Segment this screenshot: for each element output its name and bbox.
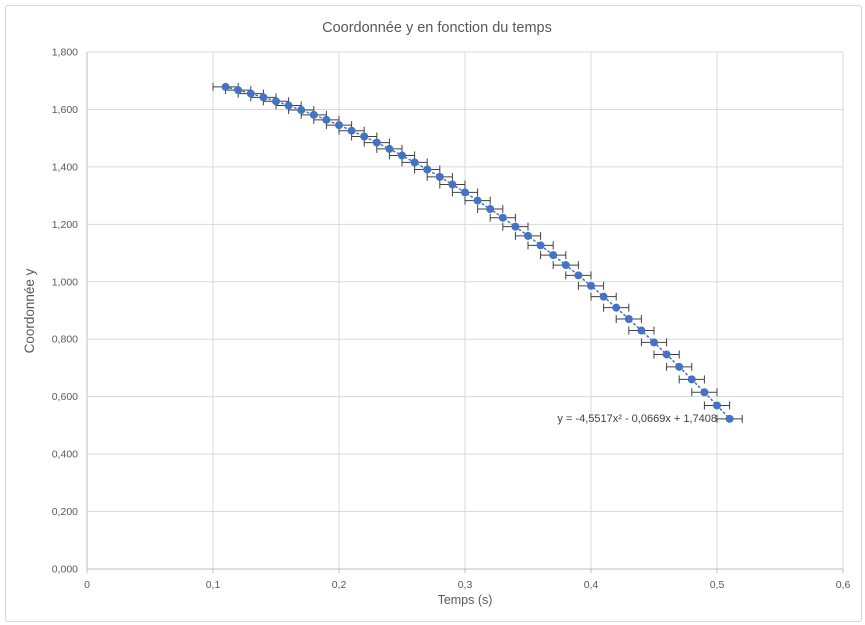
y-tick-label: 1,400 <box>52 161 78 173</box>
data-point <box>347 126 356 135</box>
data-point <box>650 338 658 347</box>
x-tick-label: 0,5 <box>710 579 725 591</box>
data-point <box>713 401 721 410</box>
x-tick-label: 0,6 <box>836 579 851 591</box>
y-tick-label: 0,200 <box>52 506 78 518</box>
data-point <box>322 115 331 124</box>
data-point <box>587 281 595 290</box>
y-tick-label: 0,600 <box>52 391 78 403</box>
data-point <box>234 86 243 95</box>
error-bars <box>212 82 743 423</box>
data-point <box>561 261 570 270</box>
data-point <box>675 362 684 371</box>
data-point <box>612 303 621 312</box>
data-point <box>246 89 255 98</box>
data-point <box>448 180 457 189</box>
data-point <box>549 251 558 260</box>
y-tick-label: 1,800 <box>52 47 78 59</box>
data-point <box>335 121 343 130</box>
x-tick-label: 0 <box>84 579 90 591</box>
data-point <box>536 241 545 250</box>
data-point <box>624 315 633 324</box>
data-point <box>410 158 419 167</box>
x-tick-label: 0,1 <box>206 579 221 591</box>
y-tick-label: 1,600 <box>52 104 78 116</box>
data-point <box>524 231 532 240</box>
data-point <box>372 138 381 147</box>
gridlines <box>87 51 844 569</box>
data-point <box>461 188 469 197</box>
data-point <box>574 271 583 280</box>
x-tick-label: 0,3 <box>458 579 473 591</box>
x-tick-label: 0,2 <box>332 579 347 591</box>
y-axis-title: Coordonnée y <box>22 268 37 353</box>
data-point <box>360 132 369 141</box>
data-point <box>498 213 507 222</box>
data-point <box>259 93 268 102</box>
tick-labels: 0 0,1 0,2 0,3 0,4 0,5 0,6 0,000 0,200 0,400 0,600 0… <box>52 47 851 592</box>
y-tick-label: 0,400 <box>52 449 78 461</box>
axes <box>86 52 844 573</box>
data-point <box>486 205 495 214</box>
chart-frame: 0 0,1 0,2 0,3 0,4 0,5 0,6 0,000 0,200 0,400 0,600 0… <box>5 5 862 622</box>
x-axis-title: Temps (s) <box>438 593 493 607</box>
data-point <box>662 350 671 359</box>
data-point <box>309 110 318 119</box>
data-point <box>687 375 696 384</box>
data-point <box>398 151 406 160</box>
x-tick-label: 0,4 <box>584 579 599 591</box>
trendline-path <box>224 86 731 420</box>
y-tick-label: 1,000 <box>52 276 78 288</box>
y-tick-label: 1,200 <box>52 219 78 231</box>
data-point <box>297 106 306 115</box>
data-point <box>221 82 230 91</box>
data-point <box>272 97 280 106</box>
data-points <box>221 82 734 423</box>
data-point <box>284 101 293 110</box>
data-point <box>435 172 444 181</box>
data-point <box>473 196 482 205</box>
data-point <box>423 165 432 174</box>
y-tick-label: 0,800 <box>52 334 78 346</box>
data-point <box>700 388 709 397</box>
chart-canvas[interactable]: 0 0,1 0,2 0,3 0,4 0,5 0,6 0,000 0,200 0,400 0,600 0… <box>6 6 861 621</box>
data-point <box>725 414 734 423</box>
data-point <box>385 144 394 153</box>
y-tick-label: 0,000 <box>52 564 78 576</box>
trendline-equation-label: y = -4,5517x² - 0,0669x + 1,7408 <box>557 413 717 425</box>
data-point <box>637 326 646 335</box>
data-point <box>599 292 608 301</box>
chart-title: Coordonnée y en fonction du temps <box>322 20 552 36</box>
trendline <box>224 86 731 420</box>
data-point <box>511 222 520 231</box>
